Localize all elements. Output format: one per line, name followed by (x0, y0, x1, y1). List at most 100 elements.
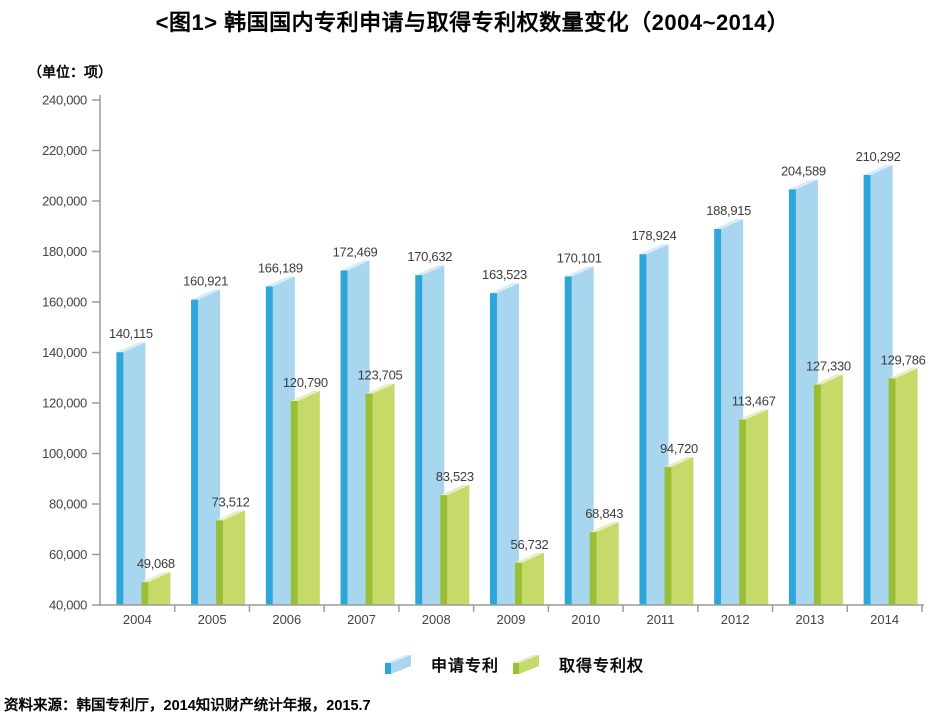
bar-grant-2008-front (440, 495, 448, 605)
bar-grant-2005-front (216, 520, 224, 605)
bar-grant-2014-front (888, 378, 896, 605)
bar-grant-2010-top (589, 522, 619, 533)
bar-grant-2004-front (141, 582, 149, 605)
bar-grant-2007-side (372, 383, 395, 605)
bar-application-2013-side (795, 179, 818, 605)
bar-grant-2010-side (596, 522, 619, 605)
legend-grant-icon-top (513, 655, 539, 663)
bar-application-2009-side (497, 283, 519, 605)
unit-label: （单位：项） (28, 64, 112, 80)
x-axis-label-2004: 2004 (123, 612, 152, 627)
x-axis-label-2010: 2010 (571, 612, 600, 627)
legend-label-application: 申请专利 (430, 658, 499, 675)
legend-application-icon (384, 655, 411, 674)
value-label-application-2004: 140,115 (109, 326, 153, 341)
bar-application-2005-side (198, 289, 221, 605)
bar-application-2004-top (116, 342, 146, 353)
x-axis-label-2008: 2008 (422, 612, 451, 627)
value-label-grant-2011: 94,720 (660, 441, 698, 456)
legend-application-icon-front (384, 663, 391, 674)
y-axis-tick-label: 60,000 (49, 547, 87, 562)
bar-chart-canvas: 140,115 49,068 160,921 73,512 166,189 120,790… (42, 93, 926, 628)
bar-application-2009-front (490, 293, 497, 605)
bar-application-2010-front (564, 276, 572, 605)
y-axis-tick-label: 80,000 (49, 497, 87, 512)
bar-application-2012-top (714, 218, 744, 229)
source-note: 资料来源：韩国专利厅，2014知识财产统计年报，2015.7 (4, 698, 371, 714)
bar-grant-2010-front (589, 532, 597, 605)
bar-grant-2013-top (813, 374, 843, 385)
value-label-grant-2008: 83,523 (436, 469, 474, 484)
value-label-application-2012: 188,915 (706, 203, 751, 218)
value-label-grant-2007: 123,705 (358, 368, 403, 383)
x-axis-label-2005: 2005 (198, 612, 227, 627)
y-axis-tick-label: 120,000 (42, 396, 87, 411)
chart-legend: 申请专利 取得专利权 (42, 649, 945, 679)
bar-application-2013-top (788, 179, 818, 190)
bar-grant-2005-top (216, 510, 246, 521)
x-axis-label-2012: 2012 (721, 612, 750, 627)
bar-grant-2009-side (522, 552, 544, 605)
value-label-grant-2009: 56,732 (511, 537, 549, 552)
y-axis-tick-label: 160,000 (42, 295, 87, 310)
bar-application-2007-front (340, 270, 348, 605)
x-axis-label-2007: 2007 (347, 612, 376, 627)
bar-application-2007-side (347, 260, 370, 605)
value-label-grant-2004: 49,068 (137, 556, 175, 571)
bar-application-2014-side (870, 165, 893, 605)
value-label-application-2014: 210,292 (856, 149, 901, 164)
legend-application-icon-top (384, 655, 411, 663)
value-label-grant-2006: 120,790 (283, 375, 328, 390)
bar-application-2011-top (639, 244, 669, 255)
bar-application-2006-front (265, 286, 273, 605)
x-axis-label-2014: 2014 (870, 612, 899, 627)
bar-application-2006-side (272, 276, 295, 605)
value-label-application-2007: 172,469 (333, 245, 378, 260)
bar-grant-2009-top (515, 552, 544, 563)
legend-label-grant: 取得专利权 (559, 658, 645, 675)
bar-grant-2006-top (290, 391, 320, 402)
bar-application-2010-top (564, 266, 594, 277)
bar-grant-2004-top (141, 572, 171, 583)
y-axis-tick-label: 200,000 (42, 194, 87, 209)
bar-application-2013-front (788, 189, 796, 605)
y-axis-tick-label: 140,000 (42, 345, 87, 360)
legend-application-icon-side (390, 655, 411, 674)
bar-grant-2014-top (888, 368, 918, 379)
legend-item-application: 申请专利 (384, 652, 499, 676)
y-axis-tick-label: 100,000 (42, 446, 87, 461)
y-axis-tick-label: 220,000 (42, 143, 87, 158)
legend-grant-icon-front (513, 663, 519, 674)
x-axis-label-2009: 2009 (497, 612, 526, 627)
bar-application-2008-top (415, 265, 445, 276)
bar-grant-2011-top (664, 456, 694, 467)
bar-application-2010-side (571, 266, 594, 605)
bar-application-2008-front (415, 275, 423, 605)
bar-application-2004-front (116, 352, 124, 605)
bar-application-2012-side (721, 218, 744, 605)
chart-title: <图1> 韩国国内专利申请与取得专利权数量变化（2004~2014） (155, 10, 790, 35)
bar-grant-2007-top (365, 383, 395, 394)
value-label-application-2009: 163,523 (482, 267, 527, 282)
bar-application-2007-top (340, 260, 370, 271)
bar-application-2012-front (714, 228, 722, 605)
bar-grant-2012-top (739, 409, 769, 420)
bar-grant-2012-side (746, 409, 769, 605)
value-label-application-2011: 178,924 (632, 228, 677, 243)
bar-grant-2006-side (297, 391, 320, 605)
x-axis-label-2011: 2011 (646, 612, 674, 627)
value-label-application-2008: 170,632 (407, 249, 452, 264)
value-label-grant-2013: 127,330 (806, 358, 851, 373)
bar-grant-2007-front (365, 393, 373, 605)
value-label-grant-2010: 68,843 (585, 506, 623, 521)
x-axis-label-2013: 2013 (795, 612, 824, 627)
legend-grant-icon-side (519, 655, 539, 674)
bar-application-2004-side (123, 342, 146, 605)
bar-application-2005-top (191, 289, 221, 300)
y-axis-tick-label: 180,000 (42, 244, 87, 259)
bar-application-2008-side (422, 265, 445, 605)
bar-application-2009-top (490, 283, 519, 294)
x-axis-label-2006: 2006 (272, 612, 301, 627)
bar-grant-2004-side (148, 572, 171, 605)
y-axis-tick-label: 240,000 (42, 93, 87, 108)
